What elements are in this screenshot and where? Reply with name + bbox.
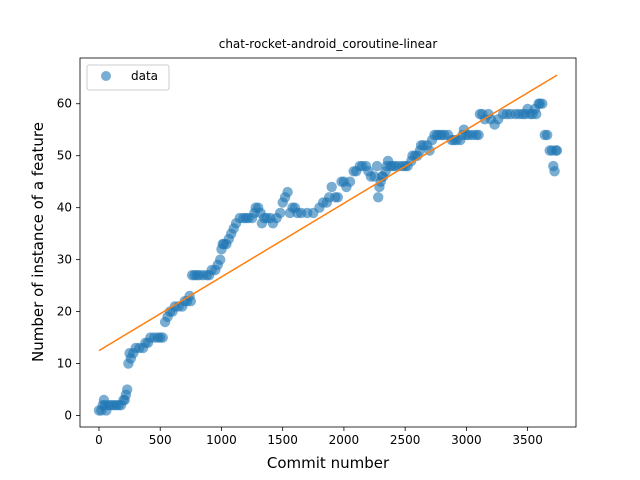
x-axis-ticks: 0 500 1000 1500 2000 2500 3000 3500: [95, 427, 543, 447]
data-point: [537, 98, 548, 109]
y-axis-label: Number of instance of a feature: [29, 122, 47, 362]
x-tick-label: 3000: [451, 433, 482, 447]
x-tick-label: 2000: [329, 433, 360, 447]
y-tick-label: 10: [57, 357, 72, 371]
x-tick-label: 3500: [512, 433, 543, 447]
data-point: [275, 207, 286, 219]
fit-line: [98, 74, 558, 352]
y-tick-label: 20: [57, 305, 72, 319]
data-point: [344, 176, 356, 187]
plot-frame: [79, 57, 577, 428]
y-tick-label: 60: [57, 97, 72, 111]
x-tick-label: 1000: [206, 433, 237, 447]
data-point: [551, 145, 563, 156]
x-tick-label: 0: [95, 433, 103, 447]
y-tick-label: 40: [57, 201, 72, 215]
legend-label: data: [131, 69, 158, 83]
y-axis-ticks: 0 10 20 30 40 50 60: [57, 97, 80, 423]
chart-title: chat-rocket-android_coroutine-linear: [219, 37, 438, 51]
data-point: [185, 296, 196, 307]
data-point: [215, 254, 226, 265]
data-point: [282, 186, 293, 198]
data-point: [549, 166, 560, 177]
data-point: [157, 332, 168, 343]
data-point: [326, 181, 337, 193]
legend-marker: [101, 71, 111, 81]
data-point: [542, 129, 553, 141]
x-axis-label: Commit number: [267, 454, 390, 472]
data-point: [473, 129, 484, 141]
y-tick-label: 30: [57, 253, 72, 267]
x-tick-label: 1500: [267, 433, 298, 447]
y-tick-label: 50: [57, 149, 72, 163]
legend: data: [86, 64, 170, 91]
data-point: [122, 384, 133, 395]
data-point: [373, 192, 384, 203]
data-point: [531, 108, 542, 120]
x-tick-label: 2500: [390, 433, 421, 447]
y-tick-label: 0: [64, 409, 72, 423]
x-tick-label: 500: [149, 433, 172, 447]
data-point: [332, 192, 343, 203]
data-point: [371, 160, 383, 172]
